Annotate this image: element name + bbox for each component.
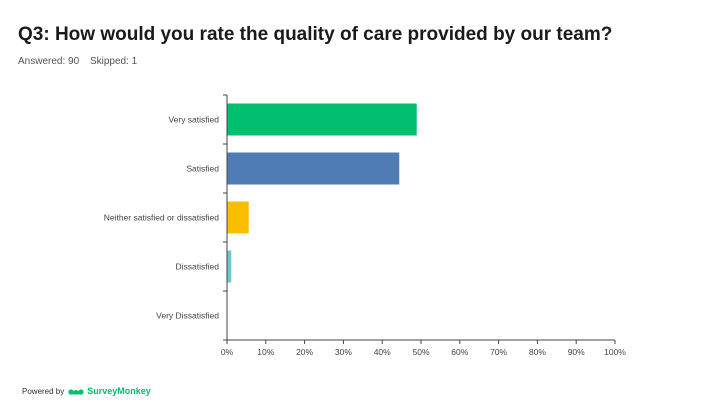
- bar-very-satisfied: [227, 103, 417, 136]
- surveymonkey-brand: SurveyMonkey: [87, 386, 151, 396]
- category-label: Dissatisfied: [176, 262, 220, 272]
- category-label: Neither satisfied or dissatisfied: [104, 213, 220, 223]
- x-tick-label: 90%: [568, 347, 585, 357]
- category-label: Very Dissatisfied: [156, 311, 219, 321]
- powered-by-label: Powered by: [22, 386, 65, 396]
- x-tick-label: 50%: [412, 347, 429, 357]
- x-tick-label: 10%: [257, 347, 274, 357]
- x-tick-label: 70%: [490, 347, 507, 357]
- x-tick-label: 30%: [335, 347, 352, 357]
- x-tick-label: 100%: [604, 347, 626, 357]
- skipped-count: Skipped: 1: [89, 56, 138, 67]
- bar-neither-satisfied-or-dissatisfied: [227, 201, 249, 234]
- x-tick-label: 80%: [529, 347, 546, 357]
- x-tick-label: 0%: [221, 347, 234, 357]
- bar-dissatisfied: [227, 250, 232, 283]
- answered-count: Answered: 90: [18, 56, 80, 67]
- x-tick-label: 60%: [451, 347, 468, 357]
- surveymonkey-logo-icon: [68, 389, 84, 395]
- footer: Powered by SurveyMonkey: [22, 386, 151, 396]
- bar-satisfied: [227, 152, 400, 185]
- page-title: Q3: How would you rate the quality of ca…: [18, 24, 613, 45]
- category-label: Satisfied: [186, 164, 219, 174]
- category-label: Very satisfied: [168, 115, 219, 125]
- response-summary: Answered: 90 Skipped: 1: [18, 56, 137, 67]
- x-tick-label: 20%: [296, 347, 313, 357]
- x-tick-label: 40%: [374, 347, 391, 357]
